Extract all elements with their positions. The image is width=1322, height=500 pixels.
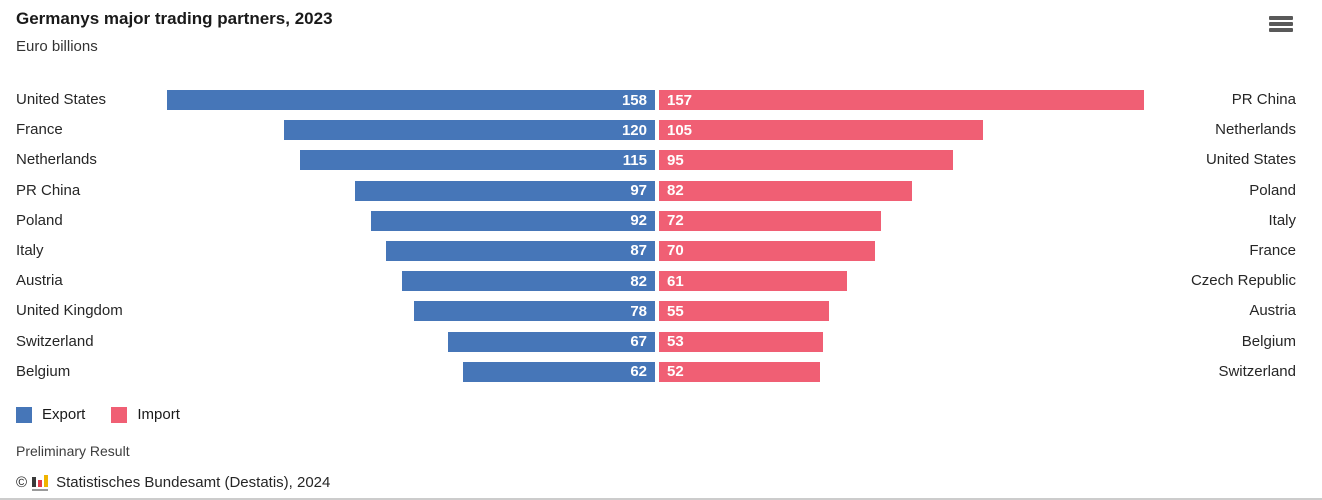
chart-rows: United States 158 157 PR China France 120 105 N… — [0, 85, 1322, 387]
export-bar[interactable]: 62 — [463, 361, 655, 382]
chart-row: Italy 87 70 France — [0, 236, 1322, 266]
export-partner-label: Austria — [16, 272, 63, 290]
export-partner-label: France — [16, 121, 63, 139]
export-value: 62 — [630, 363, 647, 381]
copyright-symbol: © — [16, 474, 28, 491]
export-bar[interactable]: 120 — [284, 120, 655, 141]
export-partner-label: Belgium — [16, 362, 71, 380]
import-value: 95 — [667, 151, 684, 169]
import-partner-label: Belgium — [1241, 332, 1296, 350]
import-bar[interactable]: 55 — [659, 301, 829, 322]
chart-row: Netherlands 115 95 United States — [0, 145, 1322, 175]
chart-row: Austria 82 61 Czech Republic — [0, 266, 1322, 296]
chart-subtitle: Euro billions — [16, 38, 98, 55]
export-value: 78 — [630, 302, 647, 320]
export-bar[interactable]: 82 — [401, 271, 655, 292]
export-value: 87 — [630, 242, 647, 260]
export-bar[interactable]: 78 — [413, 301, 655, 322]
chart-row: France 120 105 Netherlands — [0, 115, 1322, 145]
import-value: 82 — [667, 182, 684, 200]
copyright-line: © Statistisches Bundesamt (Destatis), 20… — [16, 474, 330, 491]
hamburger-bar — [1269, 16, 1293, 20]
chart-row: Switzerland 67 53 Belgium — [0, 327, 1322, 357]
import-partner-label: Switzerland — [1218, 362, 1296, 380]
export-value: 82 — [630, 272, 647, 290]
import-value: 72 — [667, 212, 684, 230]
export-bar[interactable]: 115 — [299, 150, 655, 171]
import-partner-label: Poland — [1249, 181, 1296, 199]
export-partner-label: PR China — [16, 181, 81, 199]
export-partner-label: Poland — [16, 211, 63, 229]
import-bar[interactable]: 61 — [659, 271, 848, 292]
import-value: 157 — [667, 91, 693, 109]
export-bar[interactable]: 92 — [370, 210, 655, 231]
import-partner-label: United States — [1205, 151, 1296, 169]
import-value: 55 — [667, 302, 684, 320]
import-bar[interactable]: 157 — [659, 90, 1145, 110]
chart-title: Germanys major trading partners, 2023 — [16, 9, 333, 28]
import-bar[interactable]: 72 — [659, 210, 882, 231]
export-partner-label: Switzerland — [16, 332, 94, 350]
export-bar[interactable]: 97 — [355, 180, 655, 201]
chart-row: United States 158 157 PR China — [0, 85, 1322, 115]
hamburger-menu-icon[interactable] — [1269, 16, 1293, 32]
export-bar[interactable]: 67 — [447, 331, 655, 352]
export-value: 158 — [621, 91, 647, 109]
destatis-bar-chart-logo-icon — [32, 474, 50, 491]
hamburger-bar — [1269, 28, 1293, 32]
import-value: 61 — [667, 272, 684, 290]
export-value: 67 — [630, 333, 647, 350]
export-bar[interactable]: 87 — [386, 240, 655, 261]
import-legend-label: Import — [137, 406, 180, 423]
import-bar[interactable]: 105 — [659, 120, 984, 141]
export-bar[interactable]: 158 — [166, 90, 655, 110]
legend-item-export[interactable]: Export — [16, 406, 85, 423]
chart-row: Poland 92 72 Italy — [0, 206, 1322, 236]
import-partner-label: Italy — [1268, 211, 1296, 229]
copyright-text: Statistisches Bundesamt (Destatis), 2024 — [56, 474, 331, 491]
import-value: 105 — [667, 121, 693, 139]
import-bar[interactable]: 95 — [659, 150, 953, 171]
export-partner-label: Italy — [16, 241, 44, 259]
import-legend-swatch — [111, 406, 128, 423]
import-partner-label: PR China — [1231, 91, 1296, 108]
import-bar[interactable]: 70 — [659, 240, 876, 261]
import-partner-label: Netherlands — [1215, 121, 1296, 139]
export-legend-label: Export — [42, 406, 86, 423]
legend-item-import[interactable]: Import — [111, 406, 180, 423]
import-value: 70 — [667, 242, 684, 260]
export-value: 120 — [621, 121, 647, 139]
import-value: 53 — [667, 333, 684, 350]
export-partner-label: Netherlands — [16, 151, 97, 169]
hamburger-bar — [1269, 22, 1293, 26]
export-partner-label: United States — [16, 91, 107, 108]
import-value: 52 — [667, 363, 684, 381]
import-partner-label: France — [1249, 241, 1296, 259]
chart-row: Belgium 62 52 Switzerland — [0, 357, 1322, 387]
export-value: 97 — [630, 182, 647, 200]
preliminary-note: Preliminary Result — [16, 443, 130, 459]
import-partner-label: Czech Republic — [1190, 272, 1296, 290]
import-bar[interactable]: 52 — [659, 361, 820, 382]
chart-legend: Export Import — [16, 406, 180, 423]
import-bar[interactable]: 82 — [659, 180, 913, 201]
export-value: 92 — [630, 212, 647, 230]
import-partner-label: Austria — [1249, 302, 1296, 320]
chart-row: United Kingdom 78 55 Austria — [0, 296, 1322, 326]
import-bar[interactable]: 53 — [659, 331, 823, 352]
export-partner-label: United Kingdom — [16, 302, 123, 320]
export-legend-swatch — [16, 406, 32, 423]
export-value: 115 — [622, 151, 647, 169]
chart-row: PR China 97 82 Poland — [0, 176, 1322, 206]
